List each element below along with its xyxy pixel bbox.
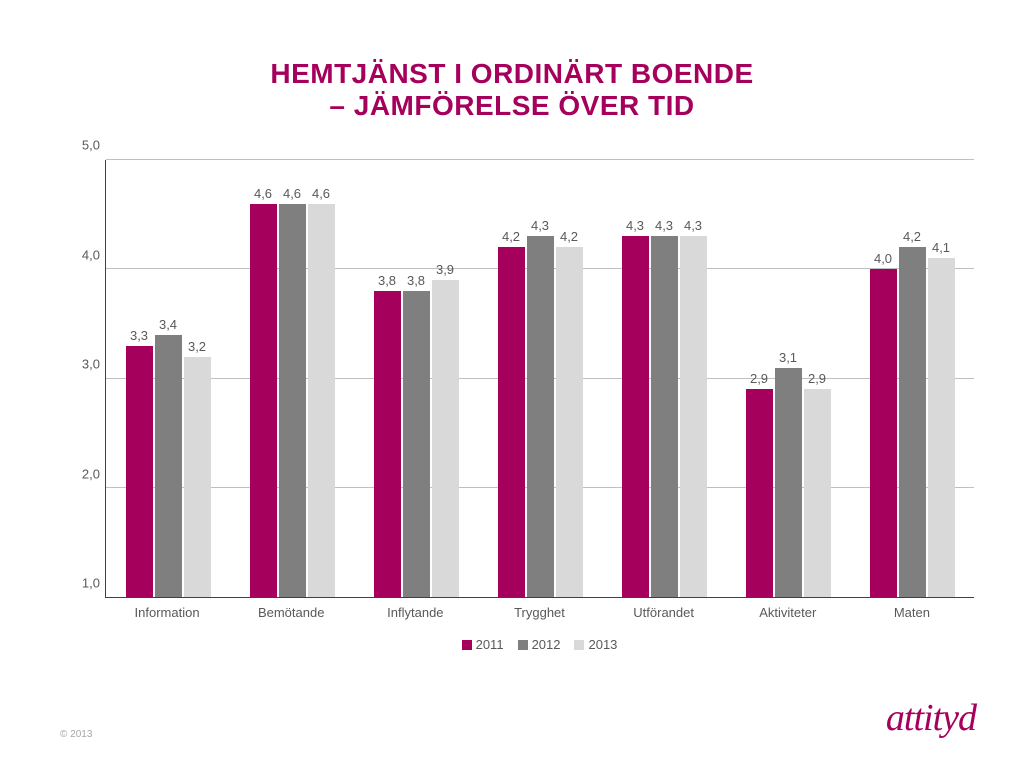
legend: 2011 2012 2013 [105,637,974,652]
bar: 3,2 [184,357,211,597]
bar: 3,1 [775,368,802,597]
slide: HEMTJÄNST I ORDINÄRT BOENDE – JÄMFÖRELSE… [0,0,1024,768]
legend-label: 2011 [476,637,504,652]
bar-value-label: 3,3 [130,328,148,343]
bar-group: 3,83,83,9 [354,160,478,597]
bar-value-label: 4,2 [560,229,578,244]
bar: 3,4 [155,335,182,597]
legend-item: 2012 [518,637,561,652]
bar: 4,0 [870,269,897,597]
bar: 3,8 [374,291,401,597]
bar-value-label: 3,8 [378,273,396,288]
bar-value-label: 4,3 [531,218,549,233]
category-label: Trygghet [477,605,601,620]
legend-item: 2013 [574,637,617,652]
bar: 4,3 [680,236,707,597]
bar: 4,3 [651,236,678,597]
legend-swatch [518,640,528,650]
bar: 4,2 [899,247,926,597]
category-label: Information [105,605,229,620]
bar: 3,8 [403,291,430,597]
bar-group: 2,93,12,9 [726,160,850,597]
category-label: Utförandet [602,605,726,620]
legend-label: 2013 [588,637,617,652]
bar-value-label: 4,2 [903,229,921,244]
y-tick-label: 5,0 [60,138,100,153]
title-line-2: – JÄMFÖRELSE ÖVER TID [0,90,1024,122]
bar-value-label: 4,0 [874,251,892,266]
y-tick-label: 1,0 [60,576,100,591]
bar: 2,9 [804,389,831,597]
bar-value-label: 4,3 [684,218,702,233]
bar: 4,2 [556,247,583,597]
plot-area: 3,33,43,24,64,64,63,83,83,94,24,34,24,34… [105,160,974,598]
category-label: Inflytande [353,605,477,620]
bar: 4,3 [527,236,554,597]
category-label: Bemötande [229,605,353,620]
chart: 1,02,03,04,05,0 3,33,43,24,64,64,63,83,8… [60,160,984,660]
bar-value-label: 4,3 [626,218,644,233]
bar-group: 4,64,64,6 [230,160,354,597]
bar-value-label: 4,1 [932,240,950,255]
bar-value-label: 4,3 [655,218,673,233]
legend-swatch [574,640,584,650]
bar-group: 4,24,34,2 [478,160,602,597]
legend-swatch [462,640,472,650]
y-tick-label: 2,0 [60,466,100,481]
copyright: © 2013 [60,729,92,740]
bar-group: 4,04,24,1 [850,160,974,597]
legend-label: 2012 [532,637,561,652]
title-line-1: HEMTJÄNST I ORDINÄRT BOENDE [0,58,1024,90]
bar-value-label: 2,9 [750,371,768,386]
category-label: Aktiviteter [726,605,850,620]
logo: attityd [886,696,976,740]
category-labels: InformationBemötandeInflytandeTrygghetUt… [105,605,974,620]
legend-item: 2011 [462,637,504,652]
bar: 4,2 [498,247,525,597]
bar: 3,3 [126,346,153,597]
bar-value-label: 4,6 [283,186,301,201]
bar-groups: 3,33,43,24,64,64,63,83,83,94,24,34,24,34… [106,160,974,597]
bar-value-label: 4,6 [254,186,272,201]
bar-group: 4,34,34,3 [602,160,726,597]
bar: 3,9 [432,280,459,597]
bar-value-label: 3,4 [159,317,177,332]
bar-value-label: 3,9 [436,262,454,277]
y-tick-label: 3,0 [60,357,100,372]
bar-value-label: 2,9 [808,371,826,386]
bar-value-label: 4,6 [312,186,330,201]
bar: 4,6 [279,204,306,597]
y-tick-label: 4,0 [60,247,100,262]
bar: 4,1 [928,258,955,597]
bar: 4,6 [250,204,277,597]
category-label: Maten [850,605,974,620]
bar-value-label: 4,2 [502,229,520,244]
bar: 4,6 [308,204,335,597]
bar: 2,9 [746,389,773,597]
page-title: HEMTJÄNST I ORDINÄRT BOENDE – JÄMFÖRELSE… [0,58,1024,122]
bar-value-label: 3,2 [188,339,206,354]
bar-value-label: 3,8 [407,273,425,288]
bar-value-label: 3,1 [779,350,797,365]
bar-group: 3,33,43,2 [106,160,230,597]
bar: 4,3 [622,236,649,597]
